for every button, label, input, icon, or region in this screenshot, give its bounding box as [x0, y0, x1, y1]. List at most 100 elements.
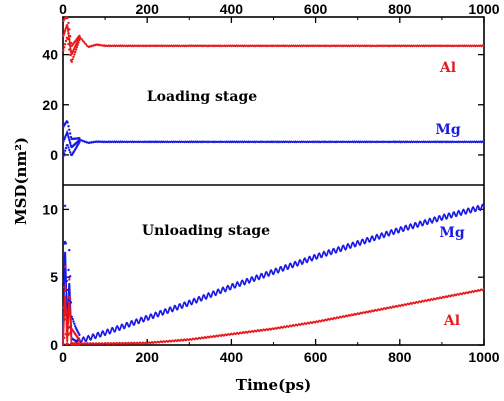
x-tick-label-top: 0 — [59, 1, 67, 17]
series-line-mg-loading — [62, 129, 485, 149]
series-point-al — [69, 41, 73, 45]
series-point-mg — [69, 301, 73, 304]
series-point-al — [77, 41, 80, 44]
series-point-al — [72, 55, 75, 59]
series-point-mg — [65, 279, 69, 283]
series-point-mg — [73, 322, 76, 325]
series-point-al — [76, 43, 79, 46]
series-point-al — [62, 49, 65, 52]
series-point-al — [69, 314, 72, 318]
x-tick-label-bottom: 1000 — [468, 349, 499, 365]
y-tick-label: 5 — [50, 269, 58, 285]
series-point-mg — [68, 138, 71, 142]
series-point-mg — [69, 136, 73, 139]
series-point-al — [67, 21, 70, 25]
series-point-al — [63, 289, 67, 292]
series-point-al — [73, 47, 76, 50]
series-point-al — [63, 313, 67, 317]
series-point-mg — [64, 242, 68, 245]
series-point-al — [62, 306, 65, 309]
series-point-mg — [69, 275, 72, 278]
series-point-mg — [69, 151, 72, 154]
series-point-mg — [63, 138, 66, 141]
series-point-al — [63, 46, 66, 49]
series-point-al — [66, 26, 69, 29]
series-point-mg — [64, 276, 68, 279]
series-point-al — [66, 16, 69, 20]
x-axis-title: Time(ps) — [236, 376, 311, 394]
series-point-mg — [68, 248, 71, 252]
y-tick-label: 10 — [42, 201, 58, 217]
series-point-al — [71, 58, 74, 61]
series-point-al — [67, 32, 70, 35]
series-point-al — [63, 43, 67, 46]
series-point-al — [62, 34, 65, 37]
series-point-mg — [78, 333, 81, 337]
series-point-al — [75, 46, 79, 49]
series-point-al — [68, 48, 71, 51]
series-point-mg — [62, 154, 65, 158]
series-label-al: Al — [443, 313, 460, 329]
series-line-mg-unloading — [62, 203, 485, 345]
x-tick-label-top: 400 — [220, 1, 244, 17]
series-point-al — [78, 342, 81, 345]
series-point-mg — [62, 140, 65, 143]
series-point-mg — [67, 268, 70, 272]
y-axis-title: MSD(nm²) — [12, 137, 30, 225]
chart-labels: 002002004004006006008008001000100002040L… — [12, 1, 500, 394]
series-point-al — [78, 34, 81, 38]
series-point-al — [73, 53, 76, 56]
series-line-al-loading — [62, 24, 485, 58]
x-tick-label-bottom: 0 — [59, 349, 67, 365]
series-point-al — [63, 285, 66, 289]
series-point-al — [78, 36, 81, 40]
series-point-al — [69, 333, 73, 336]
series-point-al — [67, 333, 70, 336]
series-label-mg: Mg — [439, 225, 464, 241]
y-tick-label: 20 — [42, 97, 58, 113]
series-point-al — [65, 309, 69, 312]
series-point-mg — [66, 121, 69, 124]
series-point-mg — [63, 204, 67, 207]
series-point-mg — [63, 152, 66, 155]
series-point-mg — [78, 137, 81, 140]
series-label-mg: Mg — [435, 122, 460, 138]
series-point-al — [67, 43, 70, 46]
series-point-mg — [67, 146, 70, 149]
x-tick-label-top: 800 — [388, 1, 412, 17]
series-point-al — [66, 342, 69, 346]
series-point-al — [71, 50, 74, 54]
y-tick-label: 0 — [50, 147, 58, 163]
series-point-al — [63, 265, 67, 268]
plot-frame — [62, 16, 485, 346]
series-point-al — [68, 278, 71, 281]
series-point-al — [62, 342, 65, 346]
stage-label: Loading stage — [147, 89, 257, 105]
x-tick-label-top: 1000 — [468, 1, 499, 17]
series-point-mg — [68, 148, 71, 152]
series-point-mg — [67, 125, 70, 128]
series-point-mg — [63, 149, 67, 152]
series-point-mg — [67, 135, 70, 139]
chart-marks — [62, 16, 485, 346]
series-label-al: Al — [439, 60, 456, 76]
series-point-mg — [66, 132, 69, 135]
series-point-al — [70, 60, 74, 63]
series-point-al — [68, 38, 71, 41]
plot-border — [62, 16, 485, 346]
series-point-al — [69, 317, 73, 320]
series-point-al — [69, 35, 72, 38]
series-point-al — [68, 28, 71, 31]
series-point-mg — [68, 128, 71, 131]
series-point-mg — [63, 136, 67, 139]
series-point-al — [63, 29, 67, 32]
stage-label: Unloading stage — [142, 223, 270, 239]
series-point-al — [64, 287, 68, 290]
series-point-al — [69, 297, 72, 301]
x-tick-label-top: 600 — [304, 1, 328, 17]
series-point-al — [78, 38, 81, 42]
series-point-al — [74, 50, 77, 54]
series-point-mg — [78, 139, 81, 142]
series-point-al — [62, 19, 65, 23]
